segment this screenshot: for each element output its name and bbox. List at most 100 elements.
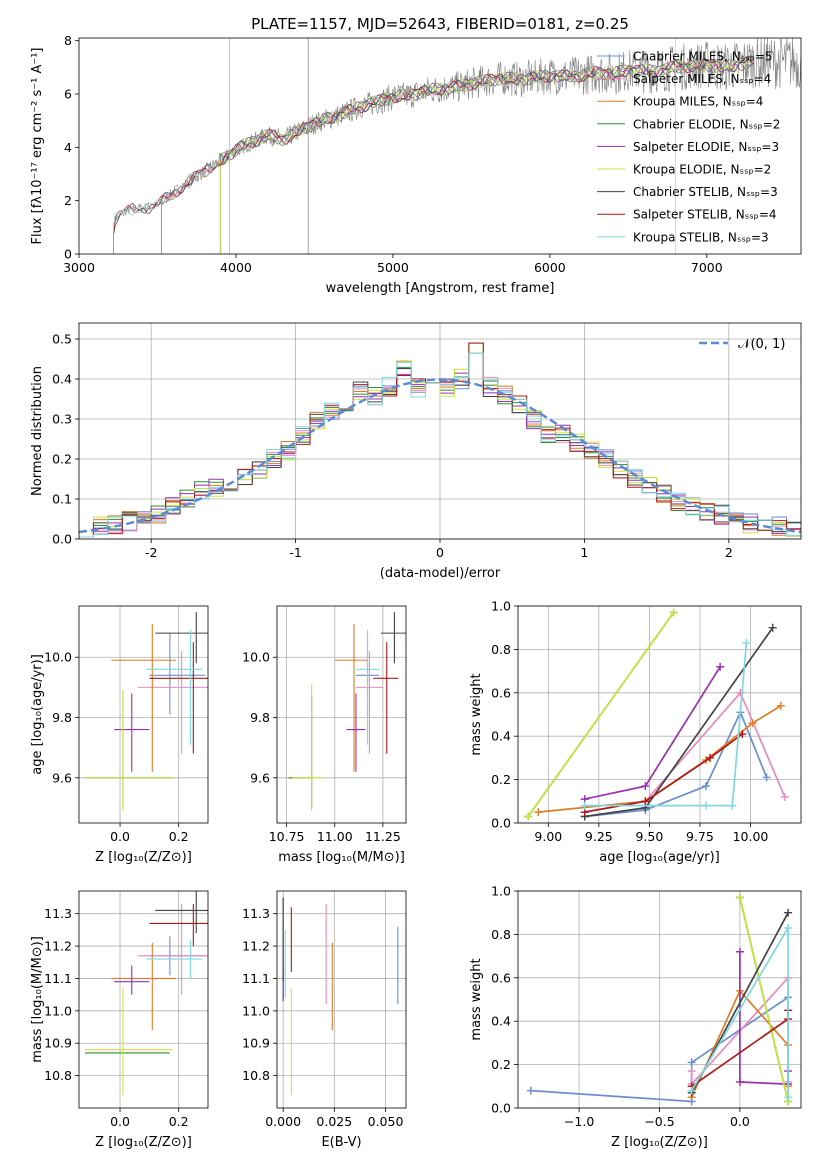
- y-tick-label: 10.9: [44, 1036, 72, 1051]
- plus-marker: [736, 688, 745, 697]
- x-tick-label: 2: [725, 545, 733, 560]
- y-tick-label: 11.0: [242, 1003, 270, 1018]
- x-tick-label: 0.000: [265, 1114, 301, 1129]
- x-tick-label: −0.5: [644, 1114, 674, 1129]
- plus-marker: [701, 782, 710, 791]
- x-axis-label: Z [log₁₀(Z/Z⊙)]: [95, 1135, 192, 1150]
- x-tick-label: 7000: [691, 260, 723, 275]
- axes-frame: [276, 605, 407, 824]
- panel-age-vs-mass: 10.75 11.00 11.25 9.6 9.8 10.0 mass [log₁₀(M/M…: [242, 605, 407, 865]
- y-tick-label: 0.4: [52, 372, 72, 387]
- x-tick-label: 1: [580, 545, 588, 560]
- plus-marker: [735, 947, 744, 956]
- model-spectrum-line: [219, 59, 754, 254]
- x-axis-label: wavelength [Angstrom, rest frame]: [326, 281, 555, 296]
- model-spectrum-line: [113, 55, 755, 254]
- x-axis-label: Z [log₁₀(Z/Z⊙)]: [95, 850, 192, 865]
- y-tick-label: 0.6: [491, 685, 511, 700]
- plus-marker: [742, 638, 751, 647]
- plus-marker: [687, 1086, 696, 1095]
- plus-marker: [784, 1093, 793, 1102]
- gaussian-curve: [79, 378, 801, 534]
- x-tick-label: 10.75: [269, 829, 305, 844]
- axes-frame: [78, 890, 209, 1109]
- y-axis-label: mass weight: [469, 673, 484, 755]
- y-tick-label: 10.9: [242, 1036, 270, 1051]
- y-tick-label: 4: [64, 140, 72, 155]
- y-axis-label: Flux [fλ10⁻¹⁷ erg cm⁻² s⁻¹ A⁻¹]: [30, 48, 45, 245]
- plus-marker: [580, 801, 589, 810]
- y-tick-label: 0.5: [52, 332, 72, 347]
- x-tick-label: 9.00: [534, 829, 562, 844]
- plus-marker: [784, 908, 793, 917]
- y-tick-label: 10.0: [242, 650, 270, 665]
- plus-marker: [687, 1067, 696, 1076]
- x-tick-label: 5000: [377, 260, 409, 275]
- legend-label: Kroupa MILES, Nₛₛₚ=4: [633, 95, 763, 109]
- y-axis-label: mass weight: [469, 958, 484, 1040]
- y-tick-label: 10.8: [44, 1068, 72, 1083]
- y-tick-label: 0.1: [52, 492, 72, 507]
- y-tick-label: 9.6: [52, 770, 72, 785]
- plus-marker: [716, 662, 725, 671]
- figure-title: PLATE=1157, MJD=52643, FIBERID=0181, z=0…: [251, 15, 629, 33]
- x-tick-label: 4000: [220, 260, 252, 275]
- plus-marker: [524, 812, 533, 821]
- plus-marker: [728, 801, 737, 810]
- panel-mass-vs-EBV: 0.000 0.025 0.050 10.8 10.9 11.0 11.1 11.2 11.3 E…: [242, 890, 407, 1150]
- y-tick-label: 0.2: [52, 452, 72, 467]
- axes-frame: [78, 605, 209, 824]
- plus-marker: [701, 801, 710, 810]
- y-tick-label: 11.2: [242, 939, 270, 954]
- x-tick-label: 11.25: [365, 829, 401, 844]
- y-tick-label: 10.8: [242, 1068, 270, 1083]
- x-tick-label: 0.2: [169, 829, 189, 844]
- legend-label: Kroupa ELODIE, Nₛₛₚ=2: [633, 163, 771, 177]
- mass-weight-line: [739, 897, 789, 1102]
- plus-marker: [735, 1077, 744, 1086]
- y-tick-label: 0.2: [491, 1057, 511, 1072]
- y-tick-label: 11.3: [44, 906, 72, 921]
- y-tick-label: 2: [64, 193, 72, 208]
- x-tick-label: 0.0: [110, 1114, 130, 1129]
- spectrum-legend: Chabrier MILES, Nₛₛₚ=5 Salpeter MILES, Nₛ…: [597, 50, 780, 244]
- plus-marker: [526, 1086, 535, 1095]
- x-tick-label: 3000: [63, 260, 95, 275]
- y-tick-label: 11.2: [44, 939, 72, 954]
- y-tick-label: 0.4: [491, 729, 511, 744]
- panel-mass-vs-Z: 0.0 0.2 10.8 10.9 11.0 11.1 11.2 11.3 Z [log₁₀(Z…: [30, 890, 209, 1150]
- plot-area: [84, 891, 208, 1096]
- mass-weight-line: [527, 612, 675, 817]
- x-axis-label: age [log₁₀(age/yr)]: [599, 850, 720, 865]
- x-tick-label: 10.00: [733, 829, 769, 844]
- x-tick-label: 0.025: [316, 1114, 352, 1129]
- y-tick-label: 0.0: [491, 1101, 511, 1116]
- x-axis-label: Z [log₁₀(Z/Z⊙)]: [611, 1135, 708, 1150]
- axes-frame: [78, 37, 802, 255]
- y-tick-label: 11.1: [44, 971, 72, 986]
- y-tick-label: 0.0: [491, 816, 511, 831]
- y-tick-label: 1.0: [491, 884, 511, 899]
- panel-residuals: -2 -1 0 1 2 0.0 0.1 0.2 0.3 0.4 0.5 (data-model)/er…: [30, 322, 802, 581]
- axes-frame: [78, 322, 802, 540]
- y-tick-label: 11.1: [242, 971, 270, 986]
- panel-mass-weight-vs-Z: −1.0 −0.5 0.0 0.0 0.2 0.4 0.6 0.8 1.0 Z [log₁₀(Z/…: [469, 884, 802, 1150]
- plus-marker: [780, 792, 789, 801]
- plus-marker: [641, 797, 650, 806]
- plot-area: [282, 897, 399, 1096]
- y-tick-label: 0.8: [491, 927, 511, 942]
- legend-label: Chabrier MILES, Nₛₛₚ=5: [633, 50, 773, 64]
- plus-marker: [735, 893, 744, 902]
- x-tick-label: -2: [145, 545, 157, 560]
- x-tick-label: 0.050: [368, 1114, 404, 1129]
- plus-marker: [641, 782, 650, 791]
- y-tick-label: 10.0: [44, 650, 72, 665]
- y-tick-label: 0.2: [491, 772, 511, 787]
- x-tick-label: -1: [289, 545, 301, 560]
- legend-label: Kroupa STELIB, Nₛₛₚ=3: [633, 230, 769, 244]
- x-tick-label: 11.00: [317, 829, 353, 844]
- panel-age-vs-Z: 0.0 0.2 9.6 9.8 10.0 Z [log₁₀(Z/Z⊙)] age [log₁…: [30, 605, 209, 865]
- y-tick-label: 0.4: [491, 1014, 511, 1029]
- model-spectrum-line: [113, 57, 755, 254]
